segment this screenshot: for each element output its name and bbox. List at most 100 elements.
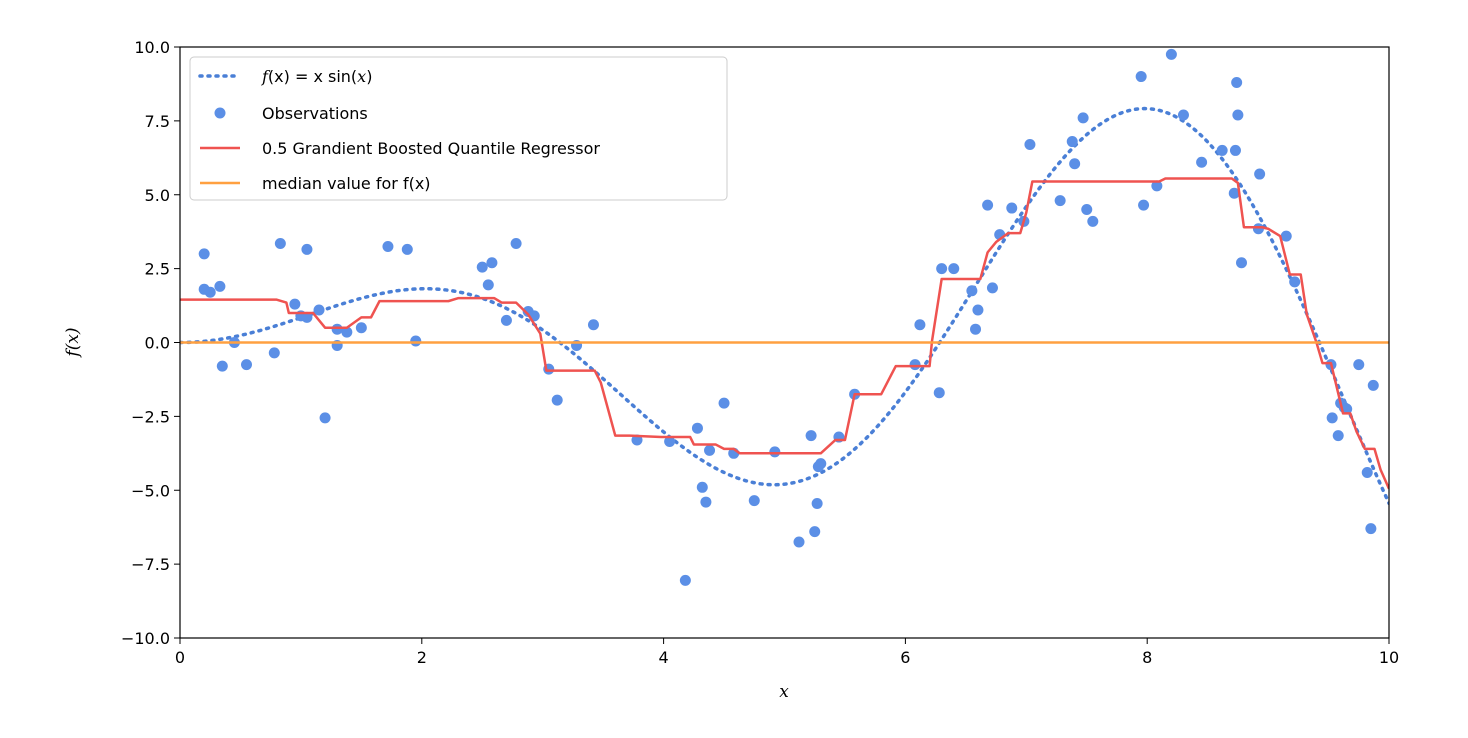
observation-point: [793, 536, 805, 548]
ticks-layer: 0 2 4 6 8 10 −10.0 −7.5 −5.0 −2.5 0.0 2.5 5.0 7.5 10.0: [121, 38, 1399, 667]
x-tick-label: 6: [900, 648, 910, 667]
observation-point: [486, 257, 498, 269]
observation-point: [1006, 202, 1018, 214]
observation-point: [1367, 379, 1379, 391]
observation-point: [274, 238, 286, 250]
observation-point: [268, 347, 280, 359]
observation-point: [933, 387, 945, 399]
observation-point: [1280, 230, 1292, 242]
observation-point: [198, 248, 210, 260]
observation-point: [805, 430, 817, 442]
observation-point: [1326, 412, 1338, 424]
observation-point: [1254, 168, 1266, 180]
observation-point: [1232, 109, 1244, 121]
y-tick-label: 0.0: [145, 334, 170, 353]
y-tick-label: 5.0: [145, 186, 170, 205]
observation-point: [301, 243, 313, 255]
observation-point: [748, 495, 760, 507]
y-tick-label: 2.5: [145, 260, 170, 279]
observation-point: [1177, 109, 1189, 121]
observation-point: [410, 335, 422, 347]
observation-point: [704, 444, 716, 456]
observation-point: [1252, 223, 1264, 235]
observation-point: [510, 238, 522, 250]
legend-median-label: median value for f(x): [262, 174, 431, 193]
legend-function-label: f(x) = x sin(x): [261, 67, 372, 86]
observation-point: [216, 360, 228, 372]
observation-point: [551, 394, 563, 406]
observation-point: [1069, 158, 1081, 170]
observation-point: [204, 286, 216, 298]
y-tick-label: −7.5: [131, 555, 170, 574]
observation-point: [982, 199, 994, 211]
observation-point: [970, 323, 982, 335]
observation-point: [1081, 204, 1093, 216]
observation-point: [1289, 276, 1301, 288]
observation-point: [1361, 467, 1373, 479]
observation-point: [500, 314, 512, 326]
observation-point: [1135, 71, 1147, 83]
observation-point: [679, 574, 691, 586]
observation-point: [948, 263, 960, 275]
legend-observations-label: Observations: [262, 104, 368, 123]
observation-point: [914, 319, 926, 331]
observation-point: [769, 446, 781, 458]
y-tick-label: 7.5: [145, 112, 170, 131]
observation-point: [936, 263, 948, 275]
observation-point: [966, 285, 978, 297]
y-tick-label: −5.0: [131, 481, 170, 500]
legend-observations-swatch: [214, 107, 226, 119]
x-tick-label: 4: [659, 648, 669, 667]
observation-point: [241, 359, 252, 371]
observation-point: [289, 298, 301, 310]
y-tick-label: 10.0: [134, 38, 170, 57]
observation-point: [1365, 523, 1377, 535]
observation-point: [1054, 195, 1066, 207]
observation-point: [691, 422, 703, 434]
observation-point: [718, 397, 730, 409]
observation-point: [587, 319, 599, 331]
function-curve: [180, 106, 1389, 506]
observation-point: [1165, 48, 1177, 60]
observation-point: [1229, 144, 1241, 156]
x-tick-label: 10: [1379, 648, 1399, 667]
observation-point: [696, 481, 708, 493]
observation-point: [809, 526, 821, 538]
observation-point: [401, 243, 413, 255]
regressor-line: [180, 177, 1389, 490]
observation-point: [1228, 187, 1240, 199]
observation-point: [1236, 257, 1247, 269]
observation-point: [214, 280, 226, 292]
legend: f(x) = x sin(x) Observations 0.5 Grandie…: [189, 56, 728, 201]
observation-point: [476, 261, 488, 273]
observation-point: [1024, 139, 1036, 151]
x-tick-label: 2: [417, 648, 427, 667]
observation-point: [986, 282, 998, 294]
observation-point: [382, 240, 394, 252]
observation-point: [1066, 136, 1078, 148]
observation-point: [482, 279, 494, 291]
x-tick-label: 8: [1142, 648, 1152, 667]
observation-point: [1353, 359, 1365, 371]
observation-point: [815, 458, 827, 470]
legend-regressor-label: 0.5 Grandient Boosted Quantile Regressor: [262, 139, 600, 158]
observation-point: [319, 412, 331, 424]
observation-point: [811, 498, 823, 510]
observation-point: [1231, 76, 1243, 88]
x-axis-label: x: [779, 682, 789, 702]
observation-point: [355, 322, 367, 334]
observation-point: [301, 311, 313, 323]
observation-point: [700, 496, 712, 508]
observation-point: [1196, 156, 1208, 168]
data-layer: [180, 48, 1389, 586]
y-tick-label: −2.5: [131, 407, 170, 426]
observation-point: [664, 435, 676, 447]
observation-point: [1087, 215, 1099, 227]
x-tick-label: 0: [175, 648, 185, 667]
y-tick-label: −10.0: [121, 629, 170, 648]
observation-point: [1216, 144, 1228, 156]
observation-point: [313, 304, 325, 316]
observation-point: [1151, 180, 1163, 192]
observation-point: [341, 326, 353, 338]
